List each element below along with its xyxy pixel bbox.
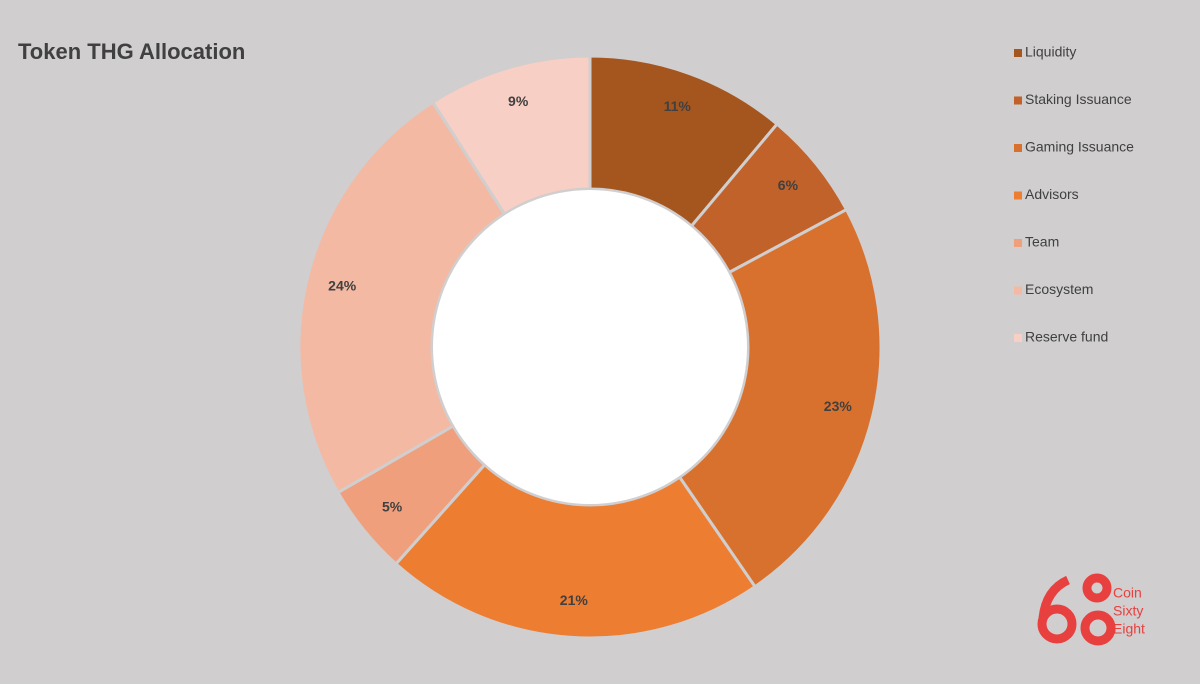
chart-title: Token THG Allocation (18, 39, 245, 64)
data-label: 5% (382, 498, 403, 514)
logo-text: Eight (1113, 621, 1145, 637)
legend-label: Ecosystem (1025, 281, 1093, 297)
legend-swatch (1014, 239, 1022, 247)
logo-shape (1038, 575, 1071, 619)
legend-swatch (1014, 49, 1022, 57)
legend-swatch (1014, 286, 1022, 295)
data-label: 6% (778, 177, 799, 193)
slice (677, 207, 883, 589)
logo-shape (1080, 610, 1116, 646)
data-label: 24% (328, 278, 357, 294)
logo-shape (1082, 573, 1112, 603)
legend-label: Reserve fund (1025, 329, 1108, 345)
legend-swatch (1014, 96, 1022, 105)
donut-hole (433, 190, 747, 504)
logo-text: Coin (1113, 585, 1142, 601)
slice (430, 54, 592, 217)
legend-label: Staking Issuance (1025, 91, 1132, 107)
slice (393, 462, 758, 640)
data-label: 11% (664, 98, 692, 114)
legend-swatch (1014, 144, 1022, 152)
legend-label: Advisors (1025, 186, 1079, 202)
data-label: 9% (508, 93, 529, 109)
legend-swatch (1014, 334, 1022, 342)
data-label: 21% (560, 592, 589, 608)
logo (1037, 573, 1116, 646)
legend-label: Liquidity (1025, 44, 1076, 60)
legend-label: Team (1025, 234, 1059, 250)
legend-label: Gaming Issuance (1025, 139, 1134, 155)
data-label: 23% (824, 398, 853, 414)
slice (297, 100, 507, 495)
logo-shape (1037, 604, 1077, 644)
logo-text: Sixty (1113, 603, 1143, 619)
legend-swatch (1014, 191, 1022, 200)
